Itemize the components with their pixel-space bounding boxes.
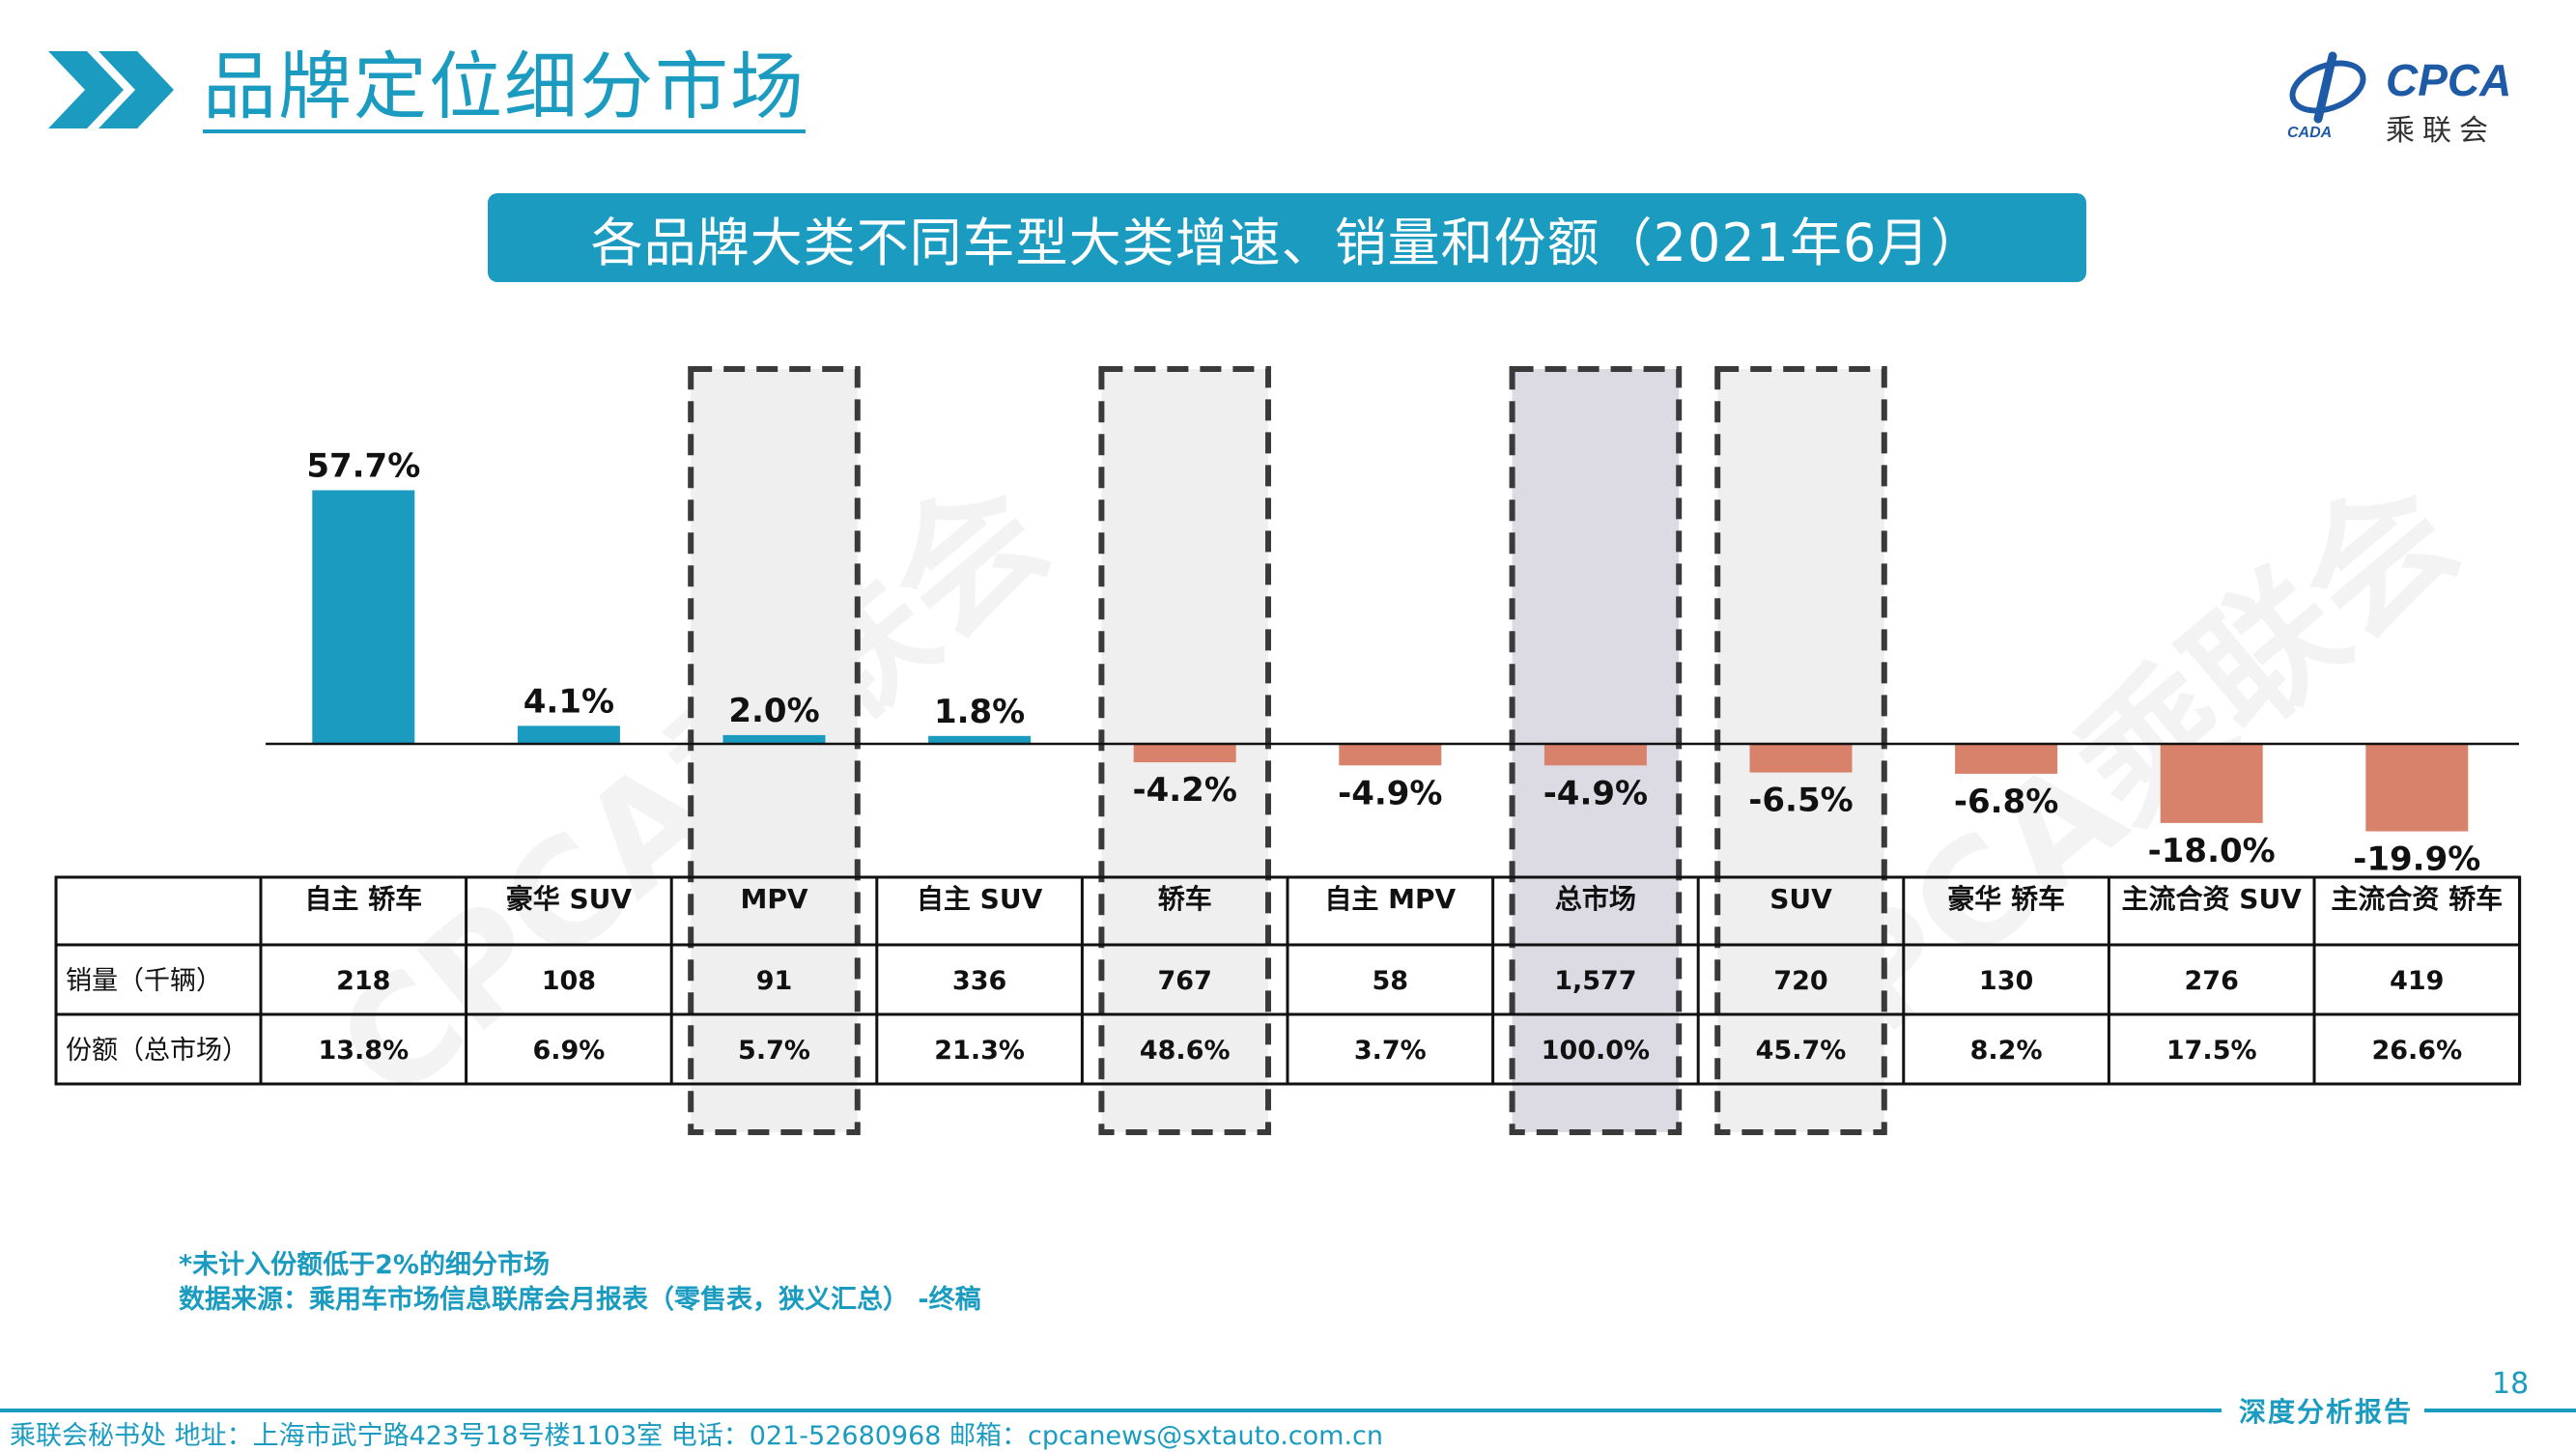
bar-1 xyxy=(517,726,620,744)
table-cell-1-4: 48.6% xyxy=(1140,1036,1231,1066)
page-number: 18 xyxy=(2492,1367,2530,1401)
category-label-8: 豪华 轿车 xyxy=(1947,883,2065,915)
bar-value-label-0: 57.7% xyxy=(306,446,420,485)
bar-value-label-9: -18.0% xyxy=(2148,832,2276,870)
page-header: 品牌定位细分市场 xyxy=(48,37,806,143)
category-label-7: SUV xyxy=(1769,883,1832,915)
page-title: 品牌定位细分市场 xyxy=(203,46,806,133)
highlight-box-4 xyxy=(1098,366,1272,1135)
table-cell-0-6: 1,577 xyxy=(1554,966,1636,996)
bar-value-label-2: 2.0% xyxy=(728,692,819,730)
category-label-5: 自主 MPV xyxy=(1324,883,1456,915)
highlight-boxes xyxy=(688,366,1887,1135)
bar-7 xyxy=(1749,744,1853,773)
note-exclusion: *未计入份额低于2%的细分市场 xyxy=(179,1250,550,1280)
bar-value-label-6: -4.9% xyxy=(1543,774,1648,812)
category-label-9: 主流合资 SUV xyxy=(2122,883,2303,915)
table-cell-0-1: 108 xyxy=(542,966,596,996)
table-cell-0-4: 767 xyxy=(1158,966,1212,996)
note-source: 数据来源：乘用车市场信息联席会月报表（零售表，狭义汇总） -终稿 xyxy=(179,1285,981,1315)
bar-5 xyxy=(1339,744,1442,766)
bar-value-label-8: -6.8% xyxy=(1954,783,2058,821)
category-label-1: 豪华 SUV xyxy=(506,883,633,915)
table-cell-1-9: 17.5% xyxy=(2166,1036,2257,1066)
bar-value-label-5: -4.9% xyxy=(1338,774,1442,812)
chart-subtitle: 各品牌大类不同车型大类增速、销量和份额（2021年6月） xyxy=(488,193,2086,282)
bar-3 xyxy=(928,735,1032,744)
table-cell-0-10: 419 xyxy=(2390,966,2444,996)
bar-0 xyxy=(312,490,415,744)
data-table-grid xyxy=(54,875,2522,1086)
table-cell-1-8: 8.2% xyxy=(1970,1036,2043,1066)
table-cell-0-7: 720 xyxy=(1773,966,1827,996)
bar-value-label-10: -19.9% xyxy=(2353,840,2480,879)
table-cell-1-6: 100.0% xyxy=(1542,1036,1650,1066)
category-label-10: 主流合资 轿车 xyxy=(2331,883,2503,915)
category-label-3: 自主 SUV xyxy=(917,883,1043,915)
table-cell-0-8: 130 xyxy=(1979,966,2033,996)
table-cell-1-0: 13.8% xyxy=(318,1036,409,1066)
bar-2 xyxy=(722,734,826,744)
bar-4 xyxy=(1133,744,1236,763)
table-cell-1-7: 45.7% xyxy=(1756,1036,1847,1066)
table-cell-0-0: 218 xyxy=(336,966,390,996)
category-label-6: 总市场 xyxy=(1555,883,1636,915)
footer-divider xyxy=(0,1409,2222,1412)
category-label-0: 自主 轿车 xyxy=(304,883,422,915)
highlight-box-2 xyxy=(688,366,861,1135)
table-cell-0-5: 58 xyxy=(1373,966,1409,996)
logo-subtext: 乘联会 xyxy=(2386,114,2496,148)
table-cell-1-10: 26.6% xyxy=(2371,1036,2462,1066)
cpca-logo: CADA CPCA 乘联会 xyxy=(2279,46,2540,148)
table-cell-1-2: 5.7% xyxy=(738,1036,810,1066)
footer-divider-right xyxy=(2424,1409,2576,1412)
table-cell-0-3: 336 xyxy=(952,966,1006,996)
table-cell-1-1: 6.9% xyxy=(532,1036,605,1066)
chart-notes: *未计入份额低于2%的细分市场 数据来源：乘用车市场信息联席会月报表（零售表，狭… xyxy=(179,1248,981,1318)
footer-contact: 乘联会秘书处 地址：上海市武宁路423号18号楼1103室 电话：021-526… xyxy=(10,1421,1384,1451)
table-cell-1-3: 21.3% xyxy=(934,1036,1025,1066)
bar-8 xyxy=(1955,744,2058,774)
bar-9 xyxy=(2160,744,2263,823)
category-label-2: MPV xyxy=(740,883,807,915)
bar-value-label-4: -4.2% xyxy=(1132,771,1236,810)
bar-10 xyxy=(2365,744,2469,832)
bar-value-label-1: 4.1% xyxy=(524,682,614,721)
table-cell-1-5: 3.7% xyxy=(1354,1036,1427,1066)
row-label-1: 份额（总市场） xyxy=(66,1036,248,1066)
table-cell-0-9: 276 xyxy=(2185,966,2239,996)
bar-6 xyxy=(1543,744,1647,766)
row-label-0: 销量（千辆） xyxy=(66,966,222,996)
table-cell-0-2: 91 xyxy=(756,966,793,996)
footer-report-tag: 深度分析报告 xyxy=(2239,1396,2414,1428)
chevron-arrows-icon xyxy=(48,51,174,128)
logo-text: CPCA xyxy=(2386,55,2512,105)
logo-small-text: CADA xyxy=(2287,125,2332,141)
category-label-4: 轿车 xyxy=(1158,883,1212,915)
bar-value-label-3: 1.8% xyxy=(934,693,1025,731)
bar-value-label-7: -6.5% xyxy=(1748,782,1853,820)
cpca-emblem-icon: CADA xyxy=(2287,51,2366,141)
